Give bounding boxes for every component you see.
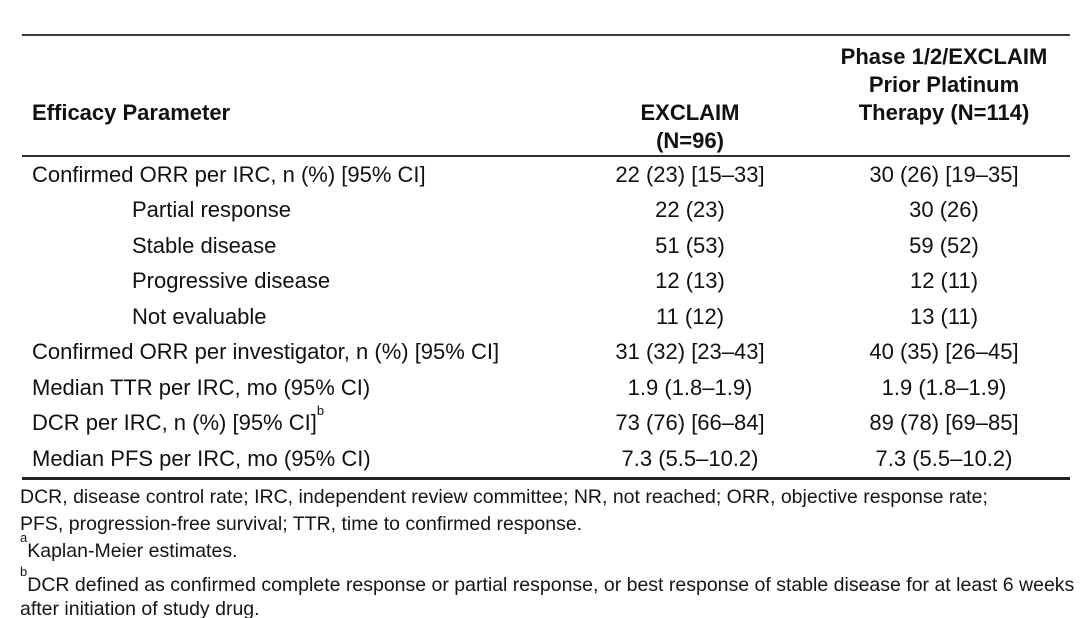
phase12-value: 89 (78) [69–85] — [869, 410, 1019, 436]
column-header-line: EXCLAIM — [640, 100, 740, 125]
phase12-value: 12 (11) — [909, 268, 979, 294]
footnote-a-text: Kaplan-Meier estimates. — [27, 539, 238, 562]
column-header-phase12-exclaim: Phase 1/2/EXCLAIM Prior Platinum Therapy… — [818, 36, 1070, 155]
footnotes: DCR, disease control rate; IRC, independ… — [20, 484, 1080, 618]
row-label: Stable disease — [132, 232, 277, 258]
table-header-row: Efficacy Parameter EXCLAIM (N=96) Phase … — [22, 36, 1070, 155]
row-label: Not evaluable — [132, 303, 267, 329]
phase12-value: 30 (26) — [909, 197, 979, 223]
exclaim-value: 22 (23) [15–33] — [615, 161, 765, 187]
row-label-text: DCR per IRC, n (%) [95% CI] — [32, 410, 317, 436]
exclaim-value: 1.9 (1.8–1.9) — [627, 374, 753, 400]
row-label: Confirmed ORR per investigator, n (%) [9… — [32, 339, 500, 365]
table-row: Confirmed ORR per investigator, n (%) [9… — [22, 335, 1070, 371]
table-row: Partial response 22 (23) 30 (26) — [22, 193, 1070, 229]
column-header-line: (N=96) — [656, 128, 724, 153]
phase12-value: 1.9 (1.8–1.9) — [881, 374, 1007, 400]
exclaim-value: 73 (76) [66–84] — [615, 410, 765, 436]
column-header-label: Efficacy Parameter — [32, 100, 231, 125]
table-row: Stable disease 51 (53) 59 (52) — [22, 228, 1070, 264]
phase12-value: 40 (35) [26–45] — [869, 339, 1019, 365]
column-header-line: Therapy (N=114) — [858, 100, 1030, 125]
footnote-a: aKaplan-Meier estimates. — [20, 531, 1080, 565]
phase12-value: 30 (26) [19–35] — [869, 161, 1019, 187]
efficacy-table: Efficacy Parameter EXCLAIM (N=96) Phase … — [22, 34, 1070, 480]
table-body: Confirmed ORR per IRC, n (%) [95% CI] 22… — [22, 157, 1070, 477]
exclaim-value: 11 (12) — [655, 303, 725, 329]
exclaim-value: 22 (23) — [655, 197, 725, 223]
row-label: Progressive disease — [132, 268, 331, 294]
table-row: Median TTR per IRC, mo (95% CI) 1.9 (1.8… — [22, 370, 1070, 406]
column-header-line: Prior Platinum — [868, 72, 1020, 97]
row-label: Partial response — [132, 197, 291, 223]
column-header-exclaim: EXCLAIM (N=96) — [562, 36, 818, 155]
exclaim-value: 7.3 (5.5–10.2) — [621, 445, 759, 471]
footnote-a-marker: a — [20, 530, 28, 545]
row-label: DCR per IRC, n (%) [95% CI]b — [22, 404, 562, 436]
footnote-b-marker: b — [20, 564, 28, 579]
row-label: Median PFS per IRC, mo (95% CI) — [32, 445, 371, 471]
table-row: Median PFS per IRC, mo (95% CI) 7.3 (5.5… — [22, 441, 1070, 477]
exclaim-value: 51 (53) — [655, 232, 725, 258]
row-label: Confirmed ORR per IRC, n (%) [95% CI] — [32, 161, 426, 187]
footnote-b-reference: b — [316, 402, 325, 418]
column-header-line: Phase 1/2/EXCLAIM — [840, 44, 1048, 69]
phase12-value: 13 (11) — [909, 303, 979, 329]
table-row: Not evaluable 11 (12) 13 (11) — [22, 299, 1070, 335]
footnote-b-text: DCR defined as confirmed complete respon… — [20, 573, 1075, 618]
abbreviations-footnote: DCR, disease control rate; IRC, independ… — [20, 485, 988, 535]
top-margin — [0, 0, 1080, 34]
column-header-efficacy-parameter: Efficacy Parameter — [22, 36, 562, 155]
exclaim-value: 31 (32) [23–43] — [615, 339, 765, 365]
table-bottom-rule — [22, 476, 1070, 480]
table-top-rule — [22, 34, 1070, 36]
phase12-value: 7.3 (5.5–10.2) — [875, 445, 1013, 471]
phase12-value: 59 (52) — [909, 232, 979, 258]
table-row: DCR per IRC, n (%) [95% CI]b 73 (76) [66… — [22, 404, 1070, 442]
exclaim-value: 12 (13) — [655, 268, 725, 294]
footnote-b: bDCR defined as confirmed complete respo… — [20, 565, 1080, 618]
table-row: Confirmed ORR per IRC, n (%) [95% CI] 22… — [22, 157, 1070, 193]
header-separator-rule — [22, 155, 1070, 157]
table-row: Progressive disease 12 (13) 12 (11) — [22, 264, 1070, 300]
row-label: Median TTR per IRC, mo (95% CI) — [32, 374, 371, 400]
